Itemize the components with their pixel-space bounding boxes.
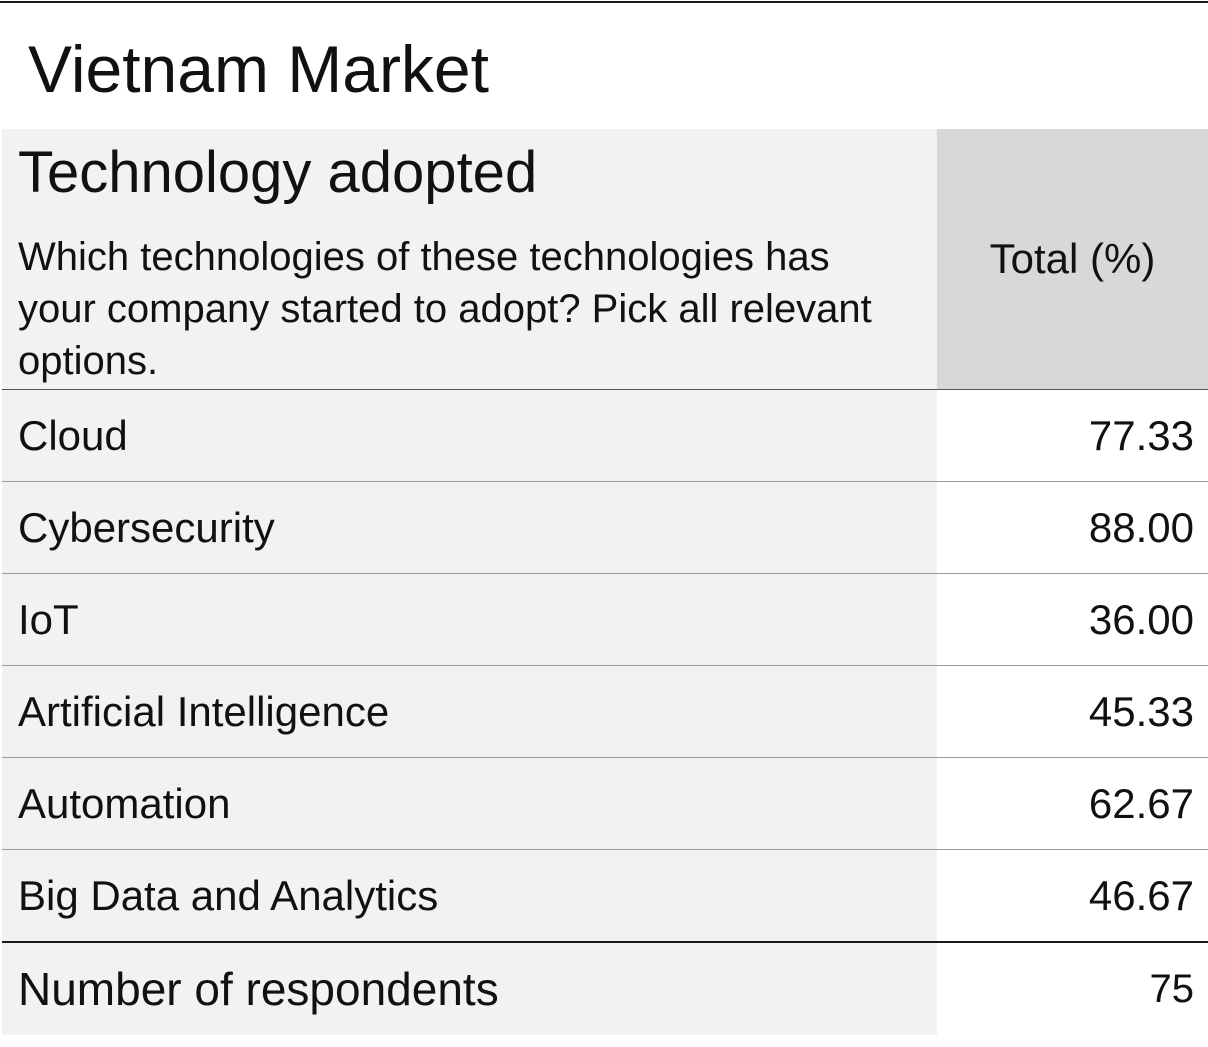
table-row: Cybersecurity 88.00 <box>2 481 1208 573</box>
row-value: 88.00 <box>937 482 1208 573</box>
row-value: 46.67 <box>937 850 1208 941</box>
respondents-row: Number of respondents 75 <box>2 941 1208 1035</box>
top-rule <box>0 1 1208 3</box>
table-header-label-cell: Technology adopted Which technologies of… <box>2 129 937 389</box>
column-header-total: Total (%) <box>937 129 1208 389</box>
row-value: 62.67 <box>937 758 1208 849</box>
table-row: Cloud 77.33 <box>2 389 1208 481</box>
section-title: Technology adopted <box>18 140 538 205</box>
row-label: Artificial Intelligence <box>2 666 937 757</box>
data-table: Technology adopted Which technologies of… <box>2 129 1208 1035</box>
row-label: Automation <box>2 758 937 849</box>
row-label: Big Data and Analytics <box>2 850 937 941</box>
page-title: Vietnam Market <box>28 32 489 106</box>
table-row: Automation 62.67 <box>2 757 1208 849</box>
row-value: 36.00 <box>937 574 1208 665</box>
table-row: Artificial Intelligence 45.33 <box>2 665 1208 757</box>
table-row: IoT 36.00 <box>2 573 1208 665</box>
respondents-value: 75 <box>937 943 1208 1035</box>
row-label: Cloud <box>2 390 937 481</box>
row-label: IoT <box>2 574 937 665</box>
table-row: Big Data and Analytics 46.67 <box>2 849 1208 941</box>
row-label: Cybersecurity <box>2 482 937 573</box>
row-value: 45.33 <box>937 666 1208 757</box>
survey-question: Which technologies of these technologies… <box>18 235 872 383</box>
table-header-row: Technology adopted Which technologies of… <box>2 129 1208 389</box>
respondents-label: Number of respondents <box>2 943 937 1035</box>
row-value: 77.33 <box>937 390 1208 481</box>
